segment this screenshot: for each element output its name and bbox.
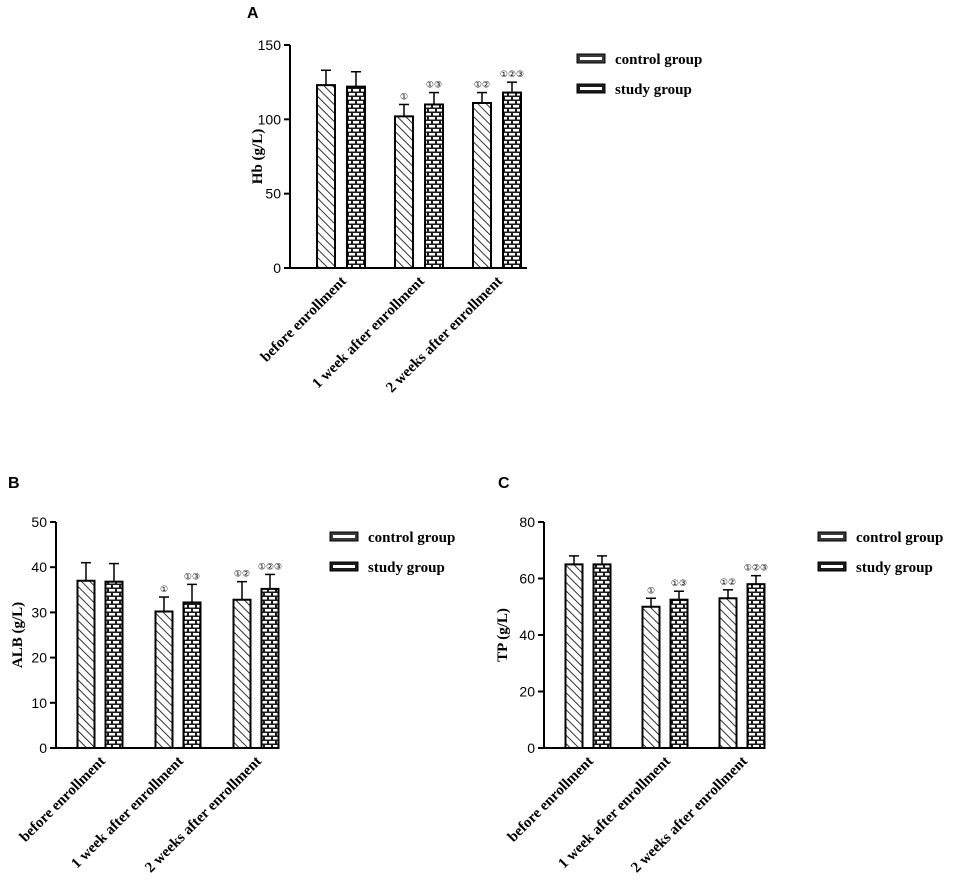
bar-control (154, 610, 174, 749)
bar-control (76, 579, 96, 750)
y-tick-label: 0 (273, 260, 281, 276)
legend-swatch-stripe (333, 565, 355, 568)
bar-control (641, 605, 661, 749)
panel-letter: B (8, 475, 20, 492)
y-tick-label: 40 (519, 627, 535, 643)
bar-control (232, 598, 252, 750)
panel-letter: A (247, 5, 259, 22)
y-tick-label: 150 (258, 37, 282, 53)
legend: control group study group (576, 52, 702, 98)
legend: control group study group (329, 530, 455, 576)
significance-label: ①③ (671, 579, 687, 589)
significance-label: ①②③ (500, 70, 524, 80)
significance-label: ① (160, 585, 168, 595)
bar-study (746, 583, 766, 750)
legend-label: control group (615, 52, 702, 68)
x-tick-label: before enrollment (17, 754, 109, 846)
y-tick-label: 30 (31, 604, 47, 620)
legend-swatch-stripe (821, 535, 843, 538)
bar-study (592, 563, 612, 749)
bar-study (424, 103, 444, 270)
legend-swatch-stripe (333, 535, 355, 538)
legend-swatch-stripe (580, 87, 602, 90)
legend-label: study group (615, 82, 692, 98)
y-axis-label: TP (g/L) (495, 608, 511, 662)
legend-label: control group (368, 530, 455, 546)
bar-control (718, 597, 738, 750)
legend-label: study group (368, 560, 445, 576)
bar-study (502, 91, 522, 269)
y-axis-label: ALB (g/L) (10, 602, 26, 668)
significance-label: ①② (234, 570, 250, 580)
y-tick-label: 80 (519, 514, 535, 530)
legend-swatch-stripe (580, 57, 602, 60)
y-tick-label: 0 (39, 740, 47, 756)
y-tick-label: 10 (31, 695, 47, 711)
legend-swatch-stripe (821, 565, 843, 568)
x-tick-label: before enrollment (258, 274, 350, 366)
significance-label: ① (647, 586, 655, 596)
bar-study (669, 598, 689, 749)
y-tick-label: 40 (31, 559, 47, 575)
significance-label: ①③ (184, 572, 200, 582)
y-tick-label: 100 (258, 111, 282, 127)
significance-label: ①② (720, 578, 736, 588)
bar-control (564, 563, 584, 749)
panel-B: B 0 10 20 30 40 50 ALB (g/L) before enrollment ① ①… (8, 475, 455, 876)
y-axis-label: Hb (g/L) (250, 129, 266, 184)
y-tick-label: 0 (527, 740, 535, 756)
bar-study (260, 587, 280, 749)
significance-label: ①③ (426, 81, 442, 91)
bar-control (394, 115, 414, 269)
bar-control (316, 84, 336, 269)
y-tick-label: 50 (265, 186, 281, 202)
bar-study (346, 85, 366, 269)
legend: control group study group (817, 530, 943, 576)
legend-label: control group (856, 530, 943, 546)
y-tick-label: 60 (519, 571, 535, 587)
significance-label: ①②③ (258, 562, 282, 572)
significance-label: ① (400, 92, 408, 102)
y-tick-label: 20 (519, 684, 535, 700)
significance-label: ①②③ (744, 564, 768, 574)
bar-control (472, 101, 492, 270)
significance-label: ①② (474, 81, 490, 91)
y-tick-label: 20 (31, 650, 47, 666)
legend-label: study group (856, 560, 933, 576)
y-tick-label: 50 (31, 514, 47, 530)
bar-study (104, 580, 124, 749)
bar-study (182, 601, 202, 749)
panel-letter: C (498, 475, 510, 492)
